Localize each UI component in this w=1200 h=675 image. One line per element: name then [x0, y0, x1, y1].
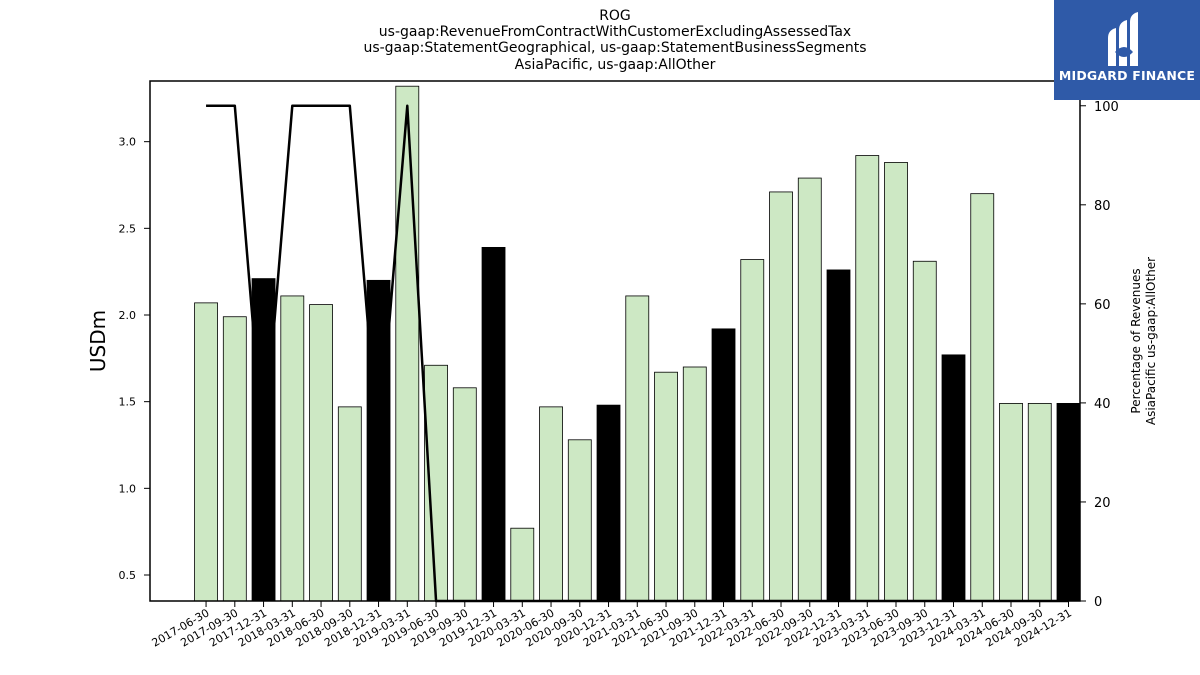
logo-mark-icon: [1108, 12, 1138, 66]
x-axis: 2017-06-302017-09-302017-12-312018-03-31…: [150, 601, 1074, 650]
bar-2023-06-30: [884, 162, 908, 602]
y-axis-right: 0 20 40 60 80 100: [1080, 100, 1119, 610]
bar-2023-12-31: [941, 354, 966, 602]
y-left-tick-label: 0.5: [119, 569, 137, 582]
bar-series: [194, 85, 1081, 602]
bar-2022-03-31: [740, 259, 765, 602]
y-axis-right-label-line-1: Percentage of Revenues: [1129, 268, 1143, 413]
y-axis-right-label-line-2: AsiaPacific us-gaap:AllOther: [1144, 257, 1158, 425]
bar-2017-09-30: [222, 316, 247, 602]
bar-2018-06-30: [309, 304, 333, 602]
chart-title-line-2: us-gaap:RevenueFromContractWithCustomerE…: [379, 24, 851, 40]
bar-2021-12-31: [711, 328, 736, 602]
y-right-tick-label: 0: [1094, 595, 1102, 610]
y-right-tick-label: 60: [1094, 298, 1111, 313]
y-axis-left: 0.5 1.0 1.5 2.0 2.5 3.0: [119, 136, 150, 582]
y-right-tick-label: 20: [1094, 496, 1111, 511]
bar-2020-09-30: [567, 439, 592, 602]
bar-2019-03-31: [395, 85, 420, 602]
plot-frame: [149, 80, 1081, 602]
bar-2024-12-31: [1056, 402, 1081, 602]
y-right-tick-label: 40: [1094, 397, 1111, 412]
y-right-tick-label: 100: [1094, 100, 1119, 115]
bar-2023-03-31: [855, 155, 880, 602]
y-axis-left-label: USDm: [86, 310, 110, 372]
y-right-tick-label: 80: [1094, 199, 1111, 214]
bar-2019-12-31: [481, 246, 506, 602]
bar-2018-09-30: [337, 406, 362, 602]
y-left-tick-label: 2.0: [119, 309, 137, 322]
y-left-tick-label: 1.5: [119, 396, 137, 409]
bar-2022-12-31: [826, 269, 851, 602]
bar-2020-06-30: [539, 406, 563, 602]
bar-2022-09-30: [797, 177, 822, 602]
bar-2022-06-30: [769, 191, 793, 602]
y-left-tick-label: 2.5: [119, 222, 137, 235]
chart-title-line-4: AsiaPacific, us-gaap:AllOther: [515, 57, 716, 73]
bar-2024-09-30: [1027, 402, 1052, 602]
bar-2017-06-30: [194, 302, 218, 602]
bar-2024-06-30: [999, 402, 1023, 602]
logo-text: MIDGARD FINANCE: [1058, 68, 1196, 83]
bar-2020-03-31: [510, 527, 535, 602]
bar-2023-09-30: [912, 260, 937, 602]
chart-title: ROG us-gaap:RevenueFromContractWithCusto…: [363, 8, 866, 73]
bar-2021-09-30: [682, 366, 707, 602]
y-axis-right-label: Percentage of Revenues AsiaPacific us-ga…: [1129, 257, 1158, 425]
bar-2019-09-30: [452, 387, 477, 602]
y-left-tick-label: 3.0: [119, 136, 137, 149]
chart-title-line-1: ROG: [599, 8, 631, 24]
chart-title-line-3: us-gaap:StatementGeographical, us-gaap:S…: [363, 40, 866, 56]
bar-2020-12-31: [596, 404, 621, 602]
bar-2018-03-31: [280, 295, 305, 602]
y-left-tick-label: 1.0: [119, 482, 137, 495]
bar-2024-03-31: [970, 193, 995, 602]
bar-2021-06-30: [654, 371, 678, 602]
bar-2021-03-31: [625, 295, 650, 602]
midgard-finance-logo: MIDGARD FINANCE: [1054, 0, 1200, 100]
